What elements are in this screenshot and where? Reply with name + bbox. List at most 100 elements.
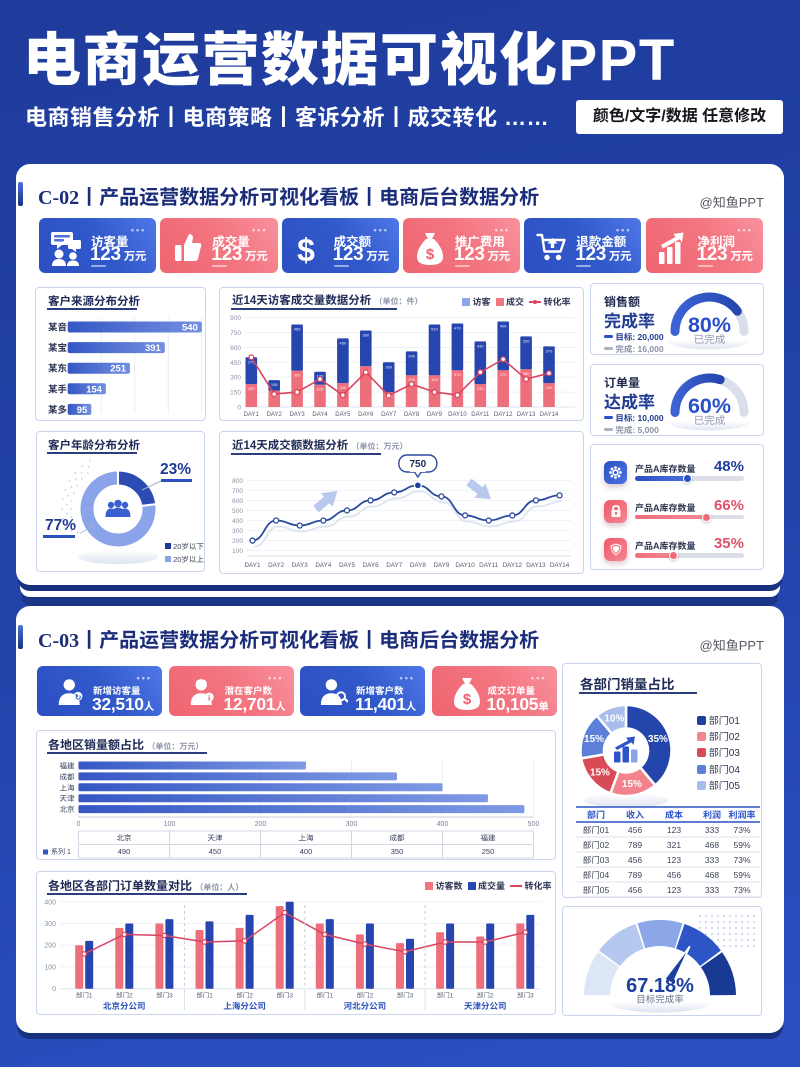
svg-text:300: 300 bbox=[346, 821, 358, 828]
svg-text:DAY11: DAY11 bbox=[471, 412, 490, 418]
svg-text:490: 490 bbox=[500, 324, 507, 329]
svg-text:部门3: 部门3 bbox=[397, 992, 414, 1000]
svg-text:北京分公司: 北京分公司 bbox=[103, 1001, 146, 1011]
svg-text:333: 333 bbox=[705, 855, 719, 865]
svg-text:成都: 成都 bbox=[60, 772, 75, 781]
svg-text:320: 320 bbox=[431, 377, 438, 382]
svg-text:123: 123 bbox=[667, 885, 681, 895]
svg-text:DAY8: DAY8 bbox=[410, 562, 426, 569]
svg-text:10%: 10% bbox=[604, 714, 624, 725]
svg-text:105: 105 bbox=[271, 382, 278, 387]
svg-text:上海分公司: 上海分公司 bbox=[223, 1001, 266, 1011]
svg-text:DAY9: DAY9 bbox=[433, 562, 449, 569]
svg-text:470: 470 bbox=[454, 326, 461, 331]
svg-text:部门3: 部门3 bbox=[156, 992, 173, 1000]
svg-text:600: 600 bbox=[232, 498, 243, 505]
svg-text:400: 400 bbox=[232, 518, 243, 525]
svg-text:↻: ↻ bbox=[75, 693, 82, 702]
svg-text:123: 123 bbox=[667, 825, 681, 835]
svg-text:750: 750 bbox=[409, 459, 426, 470]
svg-text:59%: 59% bbox=[733, 840, 750, 850]
svg-text:450: 450 bbox=[340, 340, 347, 345]
svg-text:400: 400 bbox=[437, 821, 449, 828]
svg-text:350: 350 bbox=[391, 847, 404, 856]
svg-text:部门: 部门 bbox=[587, 810, 605, 820]
svg-text:456: 456 bbox=[628, 885, 642, 895]
svg-text:某手: 某手 bbox=[48, 383, 68, 395]
svg-text:789: 789 bbox=[628, 840, 642, 850]
svg-text:490: 490 bbox=[118, 847, 131, 856]
svg-text:DAY1: DAY1 bbox=[244, 412, 260, 418]
svg-text:某东: 某东 bbox=[48, 363, 68, 375]
svg-text:DAY2: DAY2 bbox=[268, 562, 284, 569]
svg-text:部门1: 部门1 bbox=[196, 992, 213, 1000]
svg-text:300: 300 bbox=[44, 921, 56, 928]
svg-text:DAY9: DAY9 bbox=[427, 412, 443, 418]
svg-text:北京: 北京 bbox=[117, 834, 132, 843]
svg-text:250: 250 bbox=[482, 847, 495, 856]
svg-text:200: 200 bbox=[255, 821, 267, 828]
svg-text:已完成: 已完成 bbox=[694, 415, 726, 427]
svg-text:DAY6: DAY6 bbox=[363, 562, 379, 569]
svg-text:300: 300 bbox=[230, 375, 241, 382]
svg-text:400: 400 bbox=[44, 899, 56, 906]
svg-text:330: 330 bbox=[523, 338, 530, 343]
svg-text:DAY4: DAY4 bbox=[312, 412, 328, 418]
svg-text:部门2: 部门2 bbox=[236, 992, 253, 1000]
svg-text:67.18%: 67.18% bbox=[626, 975, 694, 997]
svg-text:430: 430 bbox=[477, 343, 484, 348]
svg-text:450: 450 bbox=[209, 847, 222, 856]
svg-text:DAY10: DAY10 bbox=[448, 412, 467, 418]
svg-text:DAY13: DAY13 bbox=[526, 562, 546, 569]
svg-text:DAY7: DAY7 bbox=[381, 412, 397, 418]
svg-text:0: 0 bbox=[237, 405, 241, 412]
svg-text:370: 370 bbox=[500, 372, 507, 377]
svg-text:391: 391 bbox=[145, 343, 162, 354]
svg-text:利润率: 利润率 bbox=[728, 810, 755, 820]
svg-text:上海: 上海 bbox=[60, 783, 75, 792]
svg-text:380: 380 bbox=[523, 371, 530, 376]
svg-text:部门1: 部门1 bbox=[316, 992, 333, 1000]
svg-text:700: 700 bbox=[232, 488, 243, 495]
svg-text:15%: 15% bbox=[590, 767, 610, 778]
svg-text:320: 320 bbox=[408, 377, 415, 382]
svg-text:已完成: 已完成 bbox=[694, 334, 726, 346]
svg-text:部门03: 部门03 bbox=[583, 855, 610, 865]
svg-text:福建: 福建 bbox=[60, 762, 75, 771]
svg-text:300: 300 bbox=[385, 364, 392, 369]
svg-text:部门1: 部门1 bbox=[76, 992, 93, 1000]
svg-text:部门04: 部门04 bbox=[583, 870, 610, 880]
svg-text:150: 150 bbox=[230, 390, 241, 397]
svg-text:部门05: 部门05 bbox=[583, 885, 610, 895]
svg-text:系列 1: 系列 1 bbox=[51, 848, 71, 856]
svg-text:500: 500 bbox=[528, 821, 540, 828]
svg-text:DAY12: DAY12 bbox=[503, 562, 523, 569]
svg-text:北京: 北京 bbox=[60, 805, 75, 814]
svg-text:DAY11: DAY11 bbox=[479, 562, 499, 569]
svg-text:0: 0 bbox=[77, 821, 81, 828]
svg-text:福建: 福建 bbox=[481, 834, 496, 843]
svg-text:60%: 60% bbox=[688, 394, 731, 418]
svg-text:200: 200 bbox=[44, 943, 56, 950]
svg-text:365: 365 bbox=[294, 373, 301, 378]
svg-text:DAY3: DAY3 bbox=[292, 562, 308, 569]
svg-text:部门1: 部门1 bbox=[437, 992, 454, 1000]
svg-text:DAY10: DAY10 bbox=[455, 562, 475, 569]
svg-text:450: 450 bbox=[230, 360, 241, 367]
svg-text:成都: 成都 bbox=[390, 834, 405, 843]
svg-text:465: 465 bbox=[294, 327, 301, 332]
svg-text:目标完成率: 目标完成率 bbox=[636, 994, 684, 1006]
svg-text:59%: 59% bbox=[733, 870, 750, 880]
svg-text:789: 789 bbox=[628, 870, 642, 880]
svg-text:95: 95 bbox=[77, 405, 88, 416]
svg-text:333: 333 bbox=[705, 825, 719, 835]
svg-text:0: 0 bbox=[52, 986, 56, 993]
svg-text:540: 540 bbox=[182, 323, 198, 334]
svg-text:468: 468 bbox=[705, 870, 719, 880]
svg-text:DAY6: DAY6 bbox=[358, 412, 374, 418]
svg-text:天津分公司: 天津分公司 bbox=[464, 1001, 507, 1011]
svg-text:$: $ bbox=[426, 246, 435, 263]
svg-text:某多: 某多 bbox=[48, 404, 68, 416]
svg-text:200: 200 bbox=[232, 538, 243, 545]
svg-text:DAY3: DAY3 bbox=[289, 412, 305, 418]
